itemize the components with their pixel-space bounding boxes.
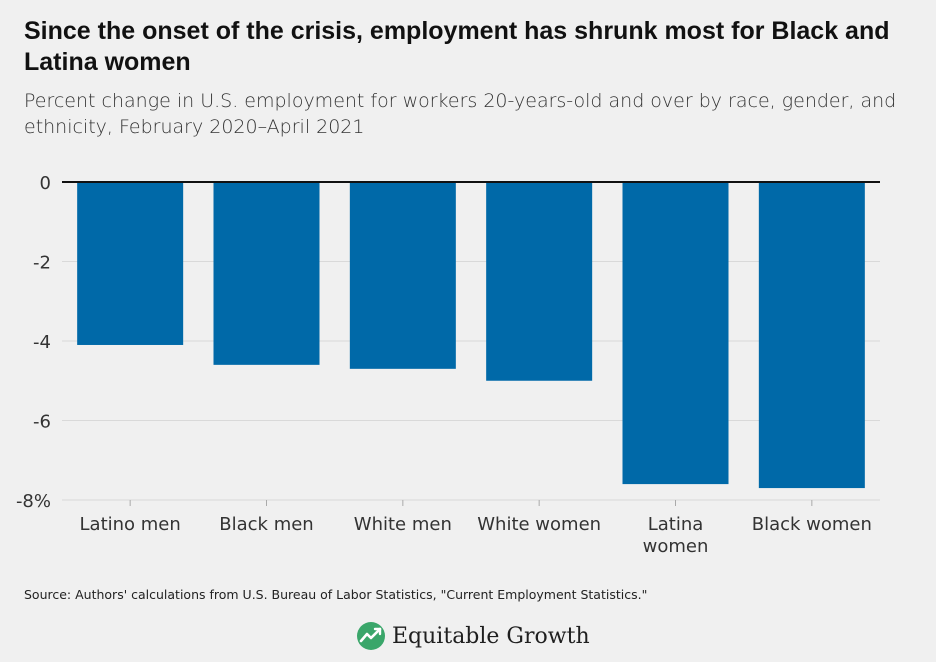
x-tick-label: Black women — [752, 514, 872, 535]
x-tick-label: White women — [477, 514, 601, 535]
bar — [622, 182, 729, 485]
bar — [349, 182, 456, 369]
x-tick-label: Latino men — [80, 514, 181, 535]
y-tick-label: -8% — [16, 491, 51, 512]
x-tick-label: women — [643, 536, 709, 557]
x-tick-label: White men — [354, 514, 452, 535]
brand-logo: Equitable Growth — [356, 621, 590, 651]
brand-name: Equitable Growth — [392, 623, 590, 649]
y-tick-label: 0 — [40, 173, 51, 194]
y-tick-label: -6 — [33, 412, 51, 433]
bar — [486, 182, 593, 381]
chart-title: Since the onset of the crisis, employmen… — [24, 17, 890, 76]
source-note: Source: Authors' calculations from U.S. … — [24, 587, 648, 602]
y-tick-label: -4 — [33, 332, 51, 353]
bar — [758, 182, 865, 489]
bar — [213, 182, 320, 365]
y-tick-label: -2 — [33, 253, 51, 274]
growth-logo-icon — [357, 622, 385, 650]
chart-subtitle: Percent change in U.S. employment for wo… — [24, 90, 897, 138]
x-tick-label: Black men — [219, 514, 313, 535]
bar-chart: 0 -2 -4 -6 -8% Latino men Black men White men Wh… — [16, 173, 880, 557]
bar — [77, 182, 184, 345]
x-tick-label: Latina — [648, 514, 704, 535]
